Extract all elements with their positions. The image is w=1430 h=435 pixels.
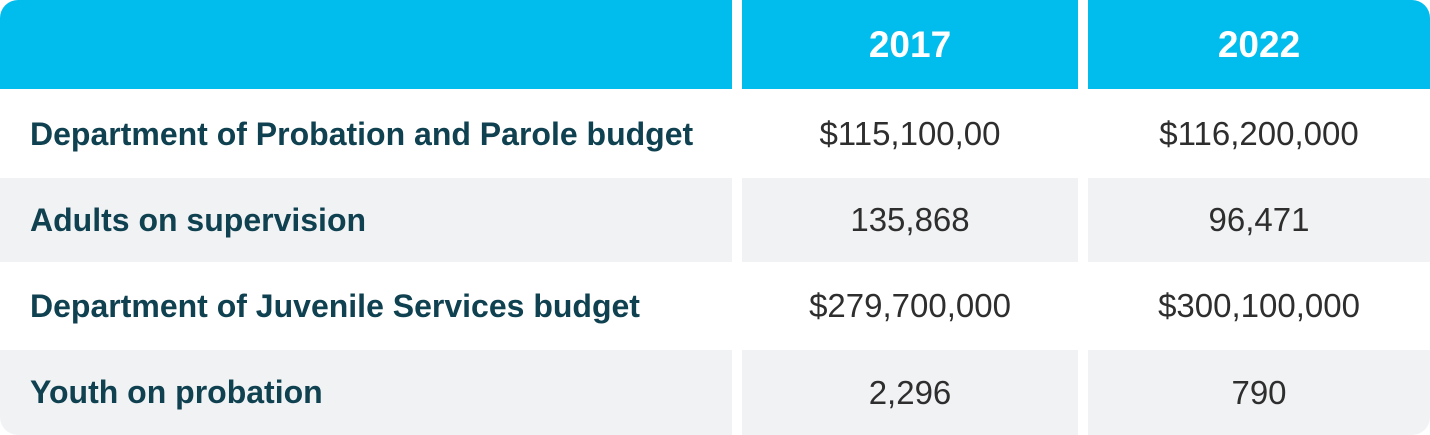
value-2017: 2,296 bbox=[868, 373, 952, 411]
row-label: Department of Juvenile Services budget bbox=[30, 287, 640, 324]
column-header-2017: 2017 bbox=[742, 0, 1078, 89]
table-cell: $116,200,000 bbox=[1088, 92, 1430, 176]
table-cell: 790 bbox=[1088, 350, 1430, 435]
value-2022: $300,100,000 bbox=[1158, 287, 1360, 324]
value-2022: 790 bbox=[1231, 373, 1287, 411]
row-label: Youth on probation bbox=[30, 374, 323, 410]
table-cell: 2,296 bbox=[742, 350, 1078, 435]
value-2017: $115,100,00 bbox=[819, 115, 1001, 152]
header-empty-cell bbox=[0, 0, 732, 89]
table-cell: 96,471 bbox=[1088, 178, 1430, 262]
table-cell: $300,100,000 bbox=[1088, 264, 1430, 348]
row-label: Department of Probation and Parole budge… bbox=[30, 115, 694, 152]
table-row-label-cell: Department of Juvenile Services budget bbox=[0, 264, 732, 348]
value-2022: 96,471 bbox=[1208, 201, 1310, 238]
table-row-label-cell: Youth on probation bbox=[0, 350, 732, 435]
value-2017: $279,700,000 bbox=[809, 287, 1011, 324]
row-label: Adults on supervision bbox=[30, 201, 367, 238]
value-2022: $116,200,000 bbox=[1159, 115, 1359, 152]
table-row-label-cell: Adults on supervision bbox=[0, 178, 732, 262]
table-cell: $279,700,000 bbox=[742, 264, 1078, 348]
table-cell: 135,868 bbox=[742, 178, 1078, 262]
value-2017: 135,868 bbox=[850, 201, 970, 238]
table-row-label-cell: Department of Probation and Parole budge… bbox=[0, 92, 732, 176]
column-header-2022: 2022 bbox=[1088, 0, 1430, 89]
table-cell: $115,100,00 bbox=[742, 92, 1078, 176]
